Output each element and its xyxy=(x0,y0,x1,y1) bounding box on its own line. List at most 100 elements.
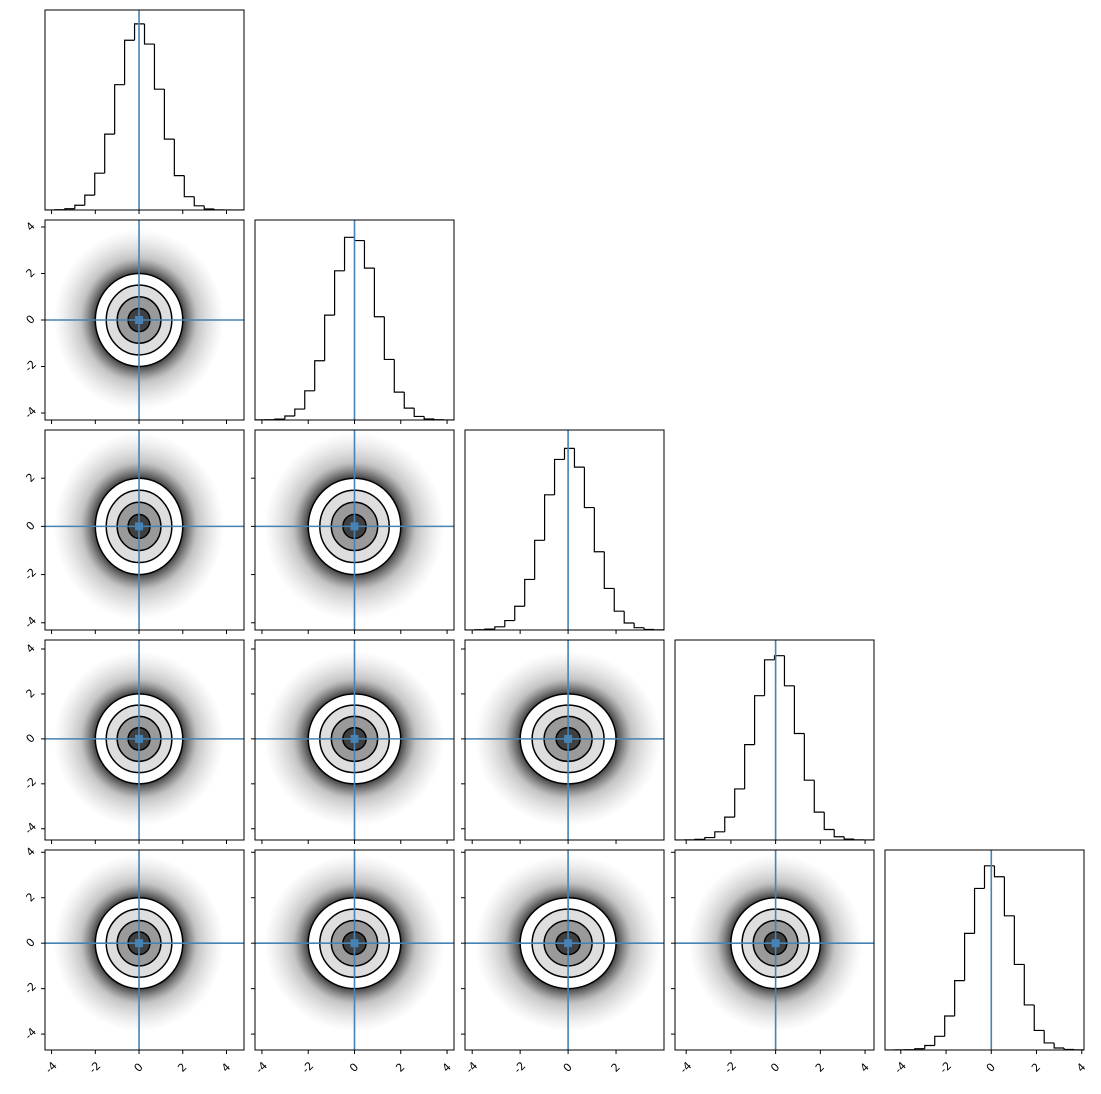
histogram-step xyxy=(353,237,365,242)
histogram-step xyxy=(724,816,735,832)
x-tick-label: -4 xyxy=(677,1059,694,1076)
histogram-step xyxy=(934,1035,945,1046)
histogram-step xyxy=(94,172,105,196)
x-tick-label: -2 xyxy=(722,1059,739,1076)
x-tick-label: -4 xyxy=(463,1059,480,1076)
histogram-step xyxy=(954,980,965,1016)
histogram-step xyxy=(1003,876,1015,917)
histogram-step xyxy=(534,539,545,580)
y-tick-label: 2 xyxy=(24,890,38,904)
panel-frame xyxy=(44,849,245,1051)
histogram-step xyxy=(1063,1048,1075,1050)
panel xyxy=(45,850,244,1050)
histogram-step xyxy=(964,932,975,981)
histogram-step xyxy=(734,788,745,818)
histogram-step xyxy=(973,887,985,934)
y-tick-label: -4 xyxy=(22,1025,39,1042)
histogram-step xyxy=(294,408,305,416)
histogram-step xyxy=(343,236,355,271)
x-tick-label: -2 xyxy=(511,1059,528,1076)
histogram-step xyxy=(373,268,385,318)
panel-frame xyxy=(674,639,875,841)
x-tick-label: 2 xyxy=(609,1061,623,1075)
histogram-step xyxy=(124,39,135,85)
histogram-step xyxy=(633,622,645,629)
histogram-step xyxy=(813,780,825,813)
histogram-step xyxy=(603,551,615,590)
histogram-step xyxy=(593,507,605,553)
histogram-step xyxy=(183,175,195,198)
x-tick-label: -4 xyxy=(253,1059,270,1076)
x-tick-label: 2 xyxy=(813,1061,827,1075)
y-tick-label: 2 xyxy=(24,266,38,280)
panel xyxy=(465,430,664,630)
y-tick-label: -4 xyxy=(22,614,39,631)
histogram-step xyxy=(553,458,565,495)
y-tick-label: 0 xyxy=(24,936,38,950)
histogram-step xyxy=(1013,915,1025,966)
panel xyxy=(45,430,244,630)
histogram-step xyxy=(944,1015,955,1037)
y-tick-label: -4 xyxy=(22,820,39,837)
panel xyxy=(465,640,664,840)
y-tick-label: 4 xyxy=(24,642,38,656)
histogram-step xyxy=(1033,1004,1045,1032)
y-tick-label: 0 xyxy=(24,313,38,327)
histogram-step xyxy=(423,416,435,420)
y-tick-label: -4 xyxy=(22,404,39,421)
histogram-step xyxy=(793,685,805,735)
y-tick-label: 0 xyxy=(24,731,38,745)
x-tick-label: -4 xyxy=(43,1059,60,1076)
histogram-step xyxy=(304,390,315,410)
histogram-step xyxy=(363,240,375,269)
histogram-step xyxy=(324,314,335,361)
truth-point xyxy=(350,734,359,743)
y-tick-label: 4 xyxy=(24,220,38,234)
histogram-step xyxy=(314,360,325,391)
x-tick-label: 4 xyxy=(440,1061,454,1075)
panel-frame xyxy=(884,849,1085,1051)
histogram-step xyxy=(563,447,575,460)
truth-point xyxy=(564,939,573,948)
panel xyxy=(465,850,664,1050)
x-tick-label: -4 xyxy=(892,1059,909,1076)
histogram-step xyxy=(524,578,535,607)
histogram-step xyxy=(173,139,185,177)
y-tick-label: 0 xyxy=(24,519,38,533)
panel xyxy=(675,850,874,1050)
histogram-step xyxy=(823,812,835,831)
panel-frame xyxy=(44,429,245,631)
panel-frame xyxy=(44,639,245,841)
histogram-step xyxy=(714,831,725,838)
x-tick-label: 0 xyxy=(132,1061,146,1075)
histogram-step xyxy=(803,733,815,781)
x-tick-label: -2 xyxy=(299,1059,316,1076)
x-tick-label: -2 xyxy=(937,1059,954,1076)
y-tick-label: 4 xyxy=(24,845,38,859)
histogram-step xyxy=(133,23,145,41)
histogram-step xyxy=(514,605,525,621)
x-tick-label: 2 xyxy=(175,1061,189,1075)
histogram-step xyxy=(583,467,595,509)
histogram-step xyxy=(833,829,845,838)
panel xyxy=(255,430,454,630)
panel xyxy=(255,640,454,840)
histogram-step xyxy=(64,208,75,210)
panel-frame xyxy=(464,429,665,631)
panel-frame xyxy=(464,639,665,841)
histogram-step xyxy=(393,359,405,393)
panel xyxy=(45,10,244,210)
x-tick-label: -2 xyxy=(86,1059,103,1076)
x-tick-label: 0 xyxy=(984,1061,998,1075)
histogram-step xyxy=(284,415,295,420)
x-tick-label: 0 xyxy=(768,1061,782,1075)
y-tick-label: -2 xyxy=(22,566,39,583)
histogram-step xyxy=(163,89,175,140)
panel xyxy=(885,850,1084,1050)
x-tick-label: 4 xyxy=(219,1061,233,1075)
panel-frame xyxy=(464,849,665,1051)
histogram-step xyxy=(1043,1030,1055,1044)
histogram-step xyxy=(74,204,85,209)
truth-point xyxy=(350,522,359,531)
